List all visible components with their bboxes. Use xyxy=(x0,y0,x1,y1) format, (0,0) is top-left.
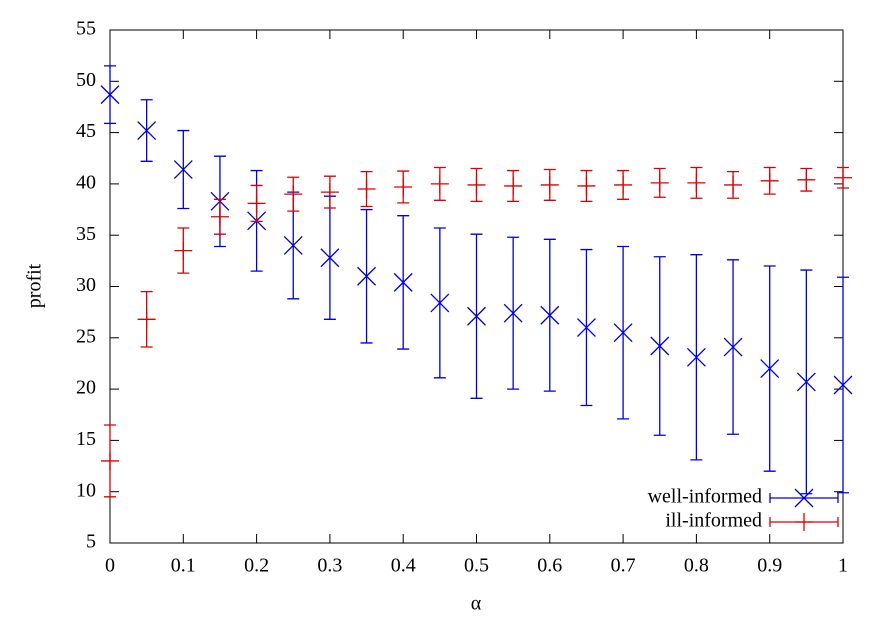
y-tick-label: 55 xyxy=(76,18,96,40)
point xyxy=(320,183,339,202)
point xyxy=(723,337,743,357)
y-tick-label: 25 xyxy=(76,325,96,347)
point xyxy=(833,375,853,395)
x-tick-label: 0.5 xyxy=(464,555,489,577)
point xyxy=(724,175,743,194)
y-tick-label: 5 xyxy=(86,531,96,553)
legend-marker xyxy=(794,488,814,508)
point xyxy=(137,121,157,141)
y-axis-label: profit xyxy=(24,263,46,308)
point xyxy=(284,185,303,204)
point xyxy=(540,305,560,325)
point xyxy=(101,451,119,470)
legend-label: ill-informed xyxy=(665,510,762,532)
point xyxy=(650,173,669,192)
point xyxy=(797,170,816,189)
x-tick-label: 0.6 xyxy=(537,555,562,577)
x-tick-label: 1 xyxy=(838,555,848,577)
point xyxy=(540,175,559,194)
point xyxy=(394,177,413,196)
point xyxy=(760,359,780,379)
point xyxy=(576,318,596,337)
point xyxy=(430,174,449,193)
y-tick-label: 35 xyxy=(76,223,96,245)
x-axis-label: α xyxy=(471,593,482,615)
point xyxy=(430,293,450,313)
y-tick-label: 15 xyxy=(76,428,96,450)
x-tick-label: 0 xyxy=(105,555,115,577)
point xyxy=(100,85,120,105)
point xyxy=(283,236,303,255)
y-tick-label: 45 xyxy=(76,120,96,142)
point xyxy=(247,194,266,213)
point xyxy=(467,306,486,326)
x-tick-label: 0.2 xyxy=(244,555,269,577)
point xyxy=(614,175,633,194)
y-tick-label: 10 xyxy=(76,479,96,501)
x-tick-label: 0.8 xyxy=(684,555,709,577)
point xyxy=(137,310,156,329)
y-tick-label: 40 xyxy=(76,171,96,193)
point xyxy=(393,272,413,292)
y-tick-label: 50 xyxy=(76,69,96,91)
point xyxy=(650,336,670,356)
x-tick-label: 0.3 xyxy=(317,555,342,577)
legend-marker xyxy=(795,513,813,531)
point xyxy=(210,207,229,226)
point xyxy=(834,168,852,187)
point xyxy=(357,180,376,199)
point xyxy=(357,266,377,286)
point xyxy=(577,176,596,195)
legend-label: well-informed xyxy=(648,486,762,508)
point xyxy=(174,241,193,260)
y-tick-label: 20 xyxy=(76,377,96,399)
x-tick-label: 0.9 xyxy=(757,555,782,577)
point xyxy=(320,248,340,268)
point xyxy=(687,173,706,192)
x-tick-label: 0.7 xyxy=(611,555,636,577)
point xyxy=(796,372,816,392)
point xyxy=(467,175,486,194)
point xyxy=(504,176,523,195)
x-tick-label: 0.4 xyxy=(391,555,416,577)
x-tick-label: 0.1 xyxy=(171,555,196,577)
point xyxy=(503,303,523,323)
point xyxy=(173,160,193,179)
point xyxy=(760,171,779,190)
point xyxy=(613,323,633,343)
y-tick-label: 30 xyxy=(76,274,96,296)
point xyxy=(686,347,706,367)
